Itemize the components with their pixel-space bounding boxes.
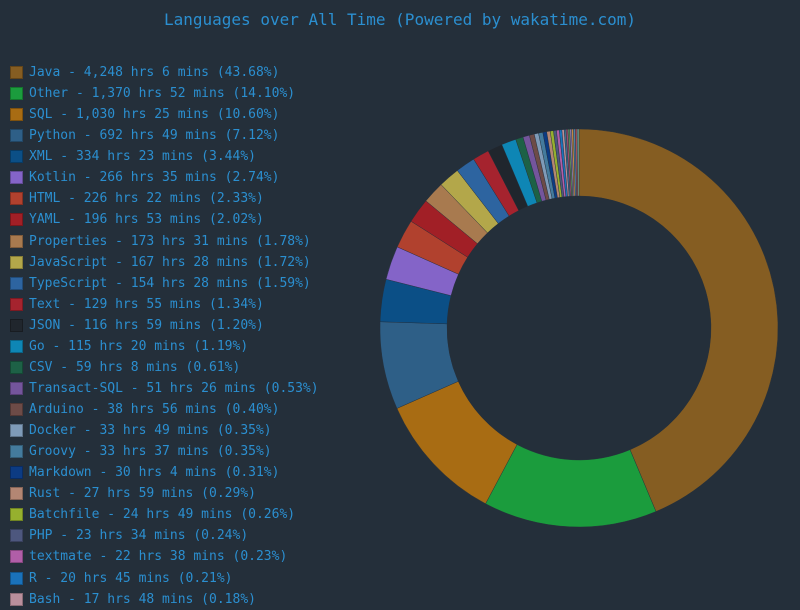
legend-swatch xyxy=(10,508,23,522)
legend-item: Other - 1,370 hrs 52 mins (14.10%) xyxy=(10,83,319,104)
legend-item: JavaScript - 167 hrs 28 mins (1.72%) xyxy=(10,252,319,273)
legend-label: Java - 4,248 hrs 6 mins (43.68%) xyxy=(29,65,280,81)
chart-legend: Java - 4,248 hrs 6 mins (43.68%) Other - … xyxy=(10,62,319,610)
legend-label: XML - 334 hrs 23 mins (3.44%) xyxy=(29,149,256,165)
legend-label: PHP - 23 hrs 34 mins (0.24%) xyxy=(29,528,249,544)
legend-swatch xyxy=(10,255,23,269)
legend-swatch xyxy=(10,108,23,122)
legend-label: Kotlin - 266 hrs 35 mins (2.74%) xyxy=(29,170,280,186)
legend-label: Properties - 173 hrs 31 mins (1.78%) xyxy=(29,233,311,249)
legend-item: TypeScript - 154 hrs 28 mins (1.59%) xyxy=(10,273,319,294)
legend-swatch xyxy=(10,571,23,585)
legend-label: Transact-SQL - 51 hrs 26 mins (0.53%) xyxy=(29,380,319,396)
legend-swatch xyxy=(10,445,23,459)
legend-item: Properties - 173 hrs 31 mins (1.78%) xyxy=(10,231,319,252)
legend-swatch xyxy=(10,150,23,164)
legend-item: Rust - 27 hrs 59 mins (0.29%) xyxy=(10,483,319,504)
legend-label: Text - 129 hrs 55 mins (1.34%) xyxy=(29,296,264,312)
legend-item: R - 20 hrs 45 mins (0.21%) xyxy=(10,568,319,589)
legend-label: TypeScript - 154 hrs 28 mins (1.59%) xyxy=(29,275,311,291)
legend-label: SQL - 1,030 hrs 25 mins (10.60%) xyxy=(29,107,280,123)
donut-slice-java[interactable] xyxy=(578,128,779,512)
donut-slice-minor[interactable] xyxy=(576,128,580,197)
legend-item: Java - 4,248 hrs 6 mins (43.68%) xyxy=(10,62,319,83)
legend-label: R - 20 hrs 45 mins (0.21%) xyxy=(29,570,233,586)
legend-swatch xyxy=(10,87,23,101)
legend-label: Docker - 33 hrs 49 mins (0.35%) xyxy=(29,423,272,439)
legend-swatch xyxy=(10,403,23,417)
legend-label: Go - 115 hrs 20 mins (1.19%) xyxy=(29,338,249,354)
legend-label: Arduino - 38 hrs 56 mins (0.40%) xyxy=(29,402,280,418)
legend-item: Go - 115 hrs 20 mins (1.19%) xyxy=(10,336,319,357)
legend-swatch xyxy=(10,192,23,206)
legend-label: JSON - 116 hrs 59 mins (1.20%) xyxy=(29,317,264,333)
legend-item: Batchfile - 24 hrs 49 mins (0.26%) xyxy=(10,504,319,525)
legend-label: Groovy - 33 hrs 37 mins (0.35%) xyxy=(29,444,272,460)
legend-item: Text - 129 hrs 55 mins (1.34%) xyxy=(10,294,319,315)
legend-item: Markdown - 30 hrs 4 mins (0.31%) xyxy=(10,462,319,483)
legend-swatch xyxy=(10,234,23,248)
legend-swatch xyxy=(10,129,23,143)
legend-item: YAML - 196 hrs 53 mins (2.02%) xyxy=(10,209,319,230)
legend-item: Arduino - 38 hrs 56 mins (0.40%) xyxy=(10,399,319,420)
legend-label: JavaScript - 167 hrs 28 mins (1.72%) xyxy=(29,254,311,270)
legend-label: CSV - 59 hrs 8 mins (0.61%) xyxy=(29,359,241,375)
legend-item: SQL - 1,030 hrs 25 mins (10.60%) xyxy=(10,104,319,125)
legend-item: Docker - 33 hrs 49 mins (0.35%) xyxy=(10,420,319,441)
legend-item: Python - 692 hrs 49 mins (7.12%) xyxy=(10,125,319,146)
legend-item: Kotlin - 266 hrs 35 mins (2.74%) xyxy=(10,167,319,188)
legend-label: HTML - 226 hrs 22 mins (2.33%) xyxy=(29,191,264,207)
legend-item: JSON - 116 hrs 59 mins (1.20%) xyxy=(10,315,319,336)
legend-swatch xyxy=(10,339,23,353)
legend-swatch xyxy=(10,529,23,543)
legend-label: Other - 1,370 hrs 52 mins (14.10%) xyxy=(29,86,296,102)
legend-item: XML - 334 hrs 23 mins (3.44%) xyxy=(10,146,319,167)
legend-swatch xyxy=(10,381,23,395)
legend-item: Groovy - 33 hrs 37 mins (0.35%) xyxy=(10,441,319,462)
legend-swatch xyxy=(10,66,23,80)
legend-label: Markdown - 30 hrs 4 mins (0.31%) xyxy=(29,465,280,481)
legend-label: YAML - 196 hrs 53 mins (2.02%) xyxy=(29,212,264,228)
donut-slice-other[interactable] xyxy=(485,444,657,528)
legend-swatch xyxy=(10,424,23,438)
legend-item: textmate - 22 hrs 38 mins (0.23%) xyxy=(10,546,319,567)
legend-swatch xyxy=(10,213,23,227)
legend-item: Transact-SQL - 51 hrs 26 mins (0.53%) xyxy=(10,378,319,399)
legend-label: Batchfile - 24 hrs 49 mins (0.26%) xyxy=(29,507,296,523)
legend-item: HTML - 226 hrs 22 mins (2.33%) xyxy=(10,188,319,209)
legend-swatch xyxy=(10,360,23,374)
legend-label: Rust - 27 hrs 59 mins (0.29%) xyxy=(29,486,256,502)
legend-label: Python - 692 hrs 49 mins (7.12%) xyxy=(29,128,280,144)
chart-title: Languages over All Time (Powered by waka… xyxy=(163,10,636,29)
legend-label: textmate - 22 hrs 38 mins (0.23%) xyxy=(29,549,288,565)
legend-swatch xyxy=(10,487,23,501)
legend-item: CSV - 59 hrs 8 mins (0.61%) xyxy=(10,357,319,378)
legend-swatch xyxy=(10,318,23,332)
legend-item: PHP - 23 hrs 34 mins (0.24%) xyxy=(10,525,319,546)
legend-swatch xyxy=(10,276,23,290)
legend-swatch xyxy=(10,171,23,185)
legend-swatch xyxy=(10,550,23,564)
legend-swatch xyxy=(10,297,23,311)
legend-swatch xyxy=(10,466,23,480)
